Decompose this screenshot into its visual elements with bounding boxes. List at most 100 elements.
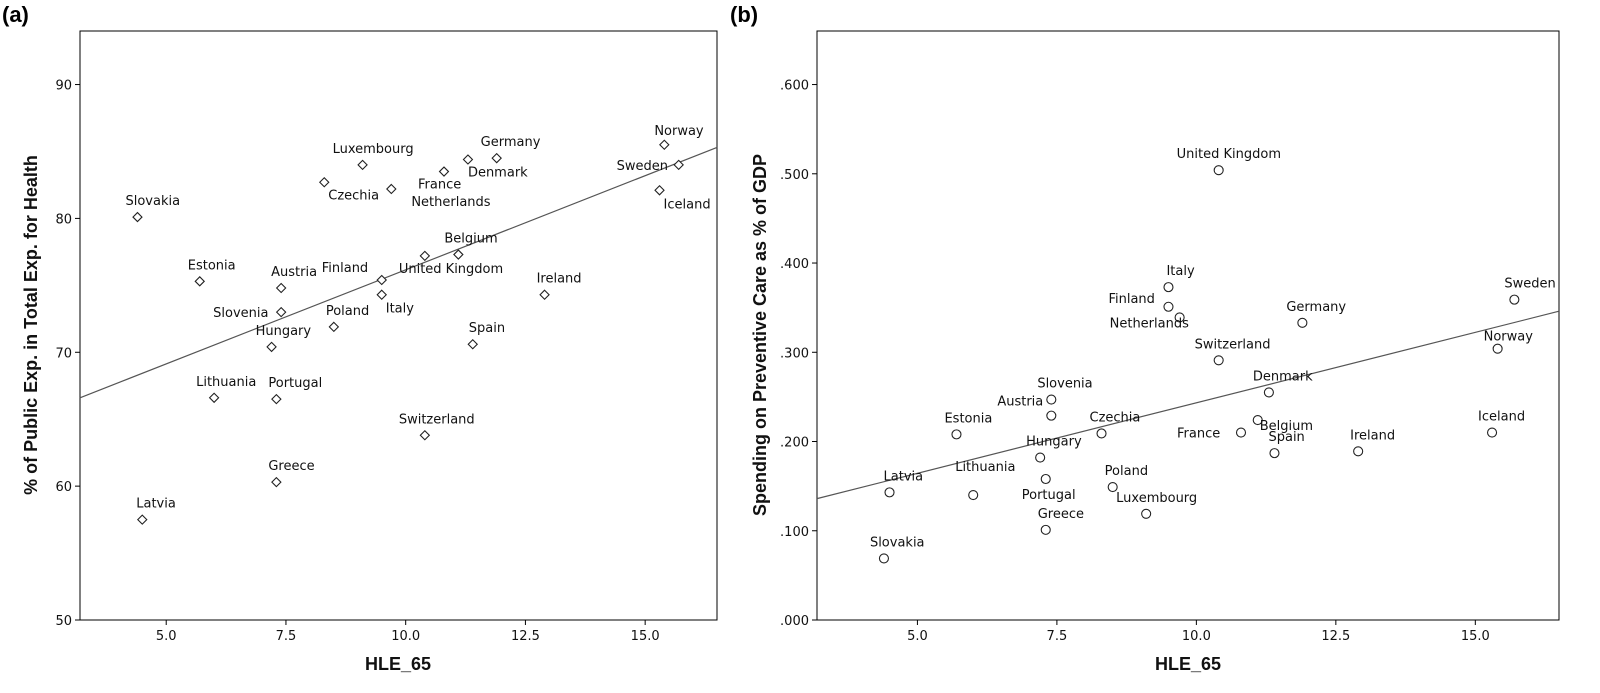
point-poland-b (1107, 481, 1118, 493)
point-hungary-a (266, 341, 277, 353)
point-spain-a (467, 338, 479, 350)
plot-area-b (816, 30, 1560, 621)
point-sweden-b (1509, 294, 1520, 305)
point-denmark-b (1263, 387, 1274, 398)
point-poland-a (328, 321, 340, 333)
point-slovakia-a (132, 211, 143, 223)
point-ireland-b (1353, 446, 1364, 457)
point-label-sweden-a: Sweden (617, 159, 668, 174)
point-slovenia-b (1046, 394, 1057, 405)
point-label-germany-b: Germany (1286, 300, 1346, 315)
y-tick-label-b: .600 (780, 79, 809, 94)
point-switzerland-b (1213, 355, 1224, 366)
point-france-a (438, 166, 450, 177)
point-denmark-a (462, 154, 474, 165)
point-luxembourg-a (357, 159, 368, 171)
y-tick-label-b: .000 (780, 614, 809, 629)
point-lithuania-b (968, 490, 979, 501)
point-ireland-a (539, 289, 550, 300)
point-italy-a (376, 289, 388, 300)
point-czechia-a (318, 176, 330, 188)
point-netherlands-a (386, 183, 397, 195)
y-tick-label-b: .100 (780, 525, 809, 540)
point-label-italy-b: Italy (1166, 264, 1195, 279)
x-tick-label-b: 7.5 (1047, 629, 1068, 644)
point-label-estonia-a: Estonia (188, 258, 236, 273)
point-label-denmark-b: Denmark (1253, 369, 1313, 384)
point-label-spain-b: Spain (1268, 430, 1304, 445)
point-label-hungary-a: Hungary (256, 324, 312, 339)
panel-b: (b) HLE_65 Spending on Preventive Care a… (730, 2, 1560, 674)
point-label-italy-a: Italy (386, 302, 415, 317)
point-label-luxembourg-a: Luxembourg (333, 142, 414, 157)
x-tick-label-a: 15.0 (631, 629, 660, 644)
point-portugal-a (271, 393, 282, 405)
panel-a: (a) HLE_65 % of Public Exp. in Total Exp… (2, 2, 718, 674)
point-label-poland-b: Poland (1105, 464, 1148, 479)
point-label-czechia-b: Czechia (1090, 410, 1141, 425)
point-label-estonia-b: Estonia (944, 411, 992, 426)
point-label-belgium-a: Belgium (444, 232, 497, 247)
panel-a-label: (a) (2, 2, 29, 27)
point-label-france-b: France (1177, 427, 1220, 442)
point-czechia-b (1096, 428, 1107, 439)
point-iceland-b (1487, 427, 1498, 438)
point-label-latvia-b: Latvia (884, 469, 924, 484)
point-france-b (1235, 427, 1247, 438)
point-germany-b (1297, 317, 1308, 328)
point-label-norway-b: Norway (1484, 330, 1534, 345)
point-label-switzerland-b: Switzerland (1195, 337, 1271, 352)
point-portugal-b (1040, 473, 1051, 485)
point-finland-b (1163, 301, 1174, 312)
point-label-greece-a: Greece (268, 459, 314, 474)
y-tick-label-a: 60 (55, 480, 72, 495)
point-label-slovenia-a: Slovenia (213, 306, 268, 321)
point-label-finland-a: Finland (322, 261, 368, 276)
point-luxembourg-b (1141, 508, 1152, 519)
point-switzerland-a (419, 429, 431, 441)
point-label-spain-a: Spain (469, 321, 505, 336)
point-label-united-kingdom-a: United Kingdom (399, 262, 503, 277)
x-tick-label-b: 12.5 (1321, 629, 1350, 644)
point-hungary-b (1035, 452, 1046, 463)
point-label-hungary-b: Hungary (1026, 435, 1082, 450)
point-belgium-b (1252, 415, 1263, 426)
y-tick-label-a: 50 (55, 614, 72, 629)
point-netherlands-b (1174, 312, 1185, 323)
point-estonia-b (951, 429, 962, 440)
point-norway-a (659, 139, 670, 151)
y-axis-title-b: Spending on Preventive Care as % of GDP (750, 154, 770, 516)
point-iceland-a (654, 185, 665, 196)
point-label-slovakia-a: Slovakia (125, 194, 180, 209)
point-label-luxembourg-b: Luxembourg (1116, 491, 1197, 506)
panel-b-label: (b) (730, 2, 758, 27)
point-label-sweden-b: Sweden (1504, 277, 1555, 292)
point-label-poland-a: Poland (326, 304, 369, 319)
point-finland-a (376, 274, 388, 286)
point-label-czechia-a: Czechia (328, 188, 379, 203)
x-axis-title-a: HLE_65 (365, 654, 431, 674)
point-label-iceland-b: Iceland (1478, 410, 1525, 425)
x-tick-label-a: 12.5 (511, 629, 540, 644)
y-tick-label-a: 90 (55, 79, 72, 94)
point-label-switzerland-a: Switzerland (399, 412, 475, 427)
point-latvia-b (884, 487, 895, 498)
point-austria-b (1046, 410, 1057, 421)
point-lithuania-a (208, 392, 220, 404)
point-label-lithuania-a: Lithuania (196, 375, 256, 390)
point-norway-b (1492, 343, 1503, 354)
point-label-slovakia-b: Slovakia (870, 535, 925, 550)
point-label-austria-b: Austria (997, 395, 1043, 410)
y-tick-label-b: .200 (780, 436, 809, 451)
y-tick-label-a: 80 (55, 212, 72, 227)
point-label-latvia-a: Latvia (136, 497, 176, 512)
point-label-portugal-b: Portugal (1022, 488, 1076, 503)
point-greece-b (1040, 524, 1051, 535)
point-spain-b (1269, 448, 1280, 459)
point-label-united-kingdom-b: United Kingdom (1177, 147, 1281, 162)
point-greece-a (271, 476, 282, 488)
point-label-lithuania-b: Lithuania (955, 460, 1015, 475)
point-label-denmark-a: Denmark (468, 166, 528, 181)
y-tick-label-b: .500 (780, 168, 809, 183)
x-axis-title-b: HLE_65 (1155, 654, 1221, 674)
